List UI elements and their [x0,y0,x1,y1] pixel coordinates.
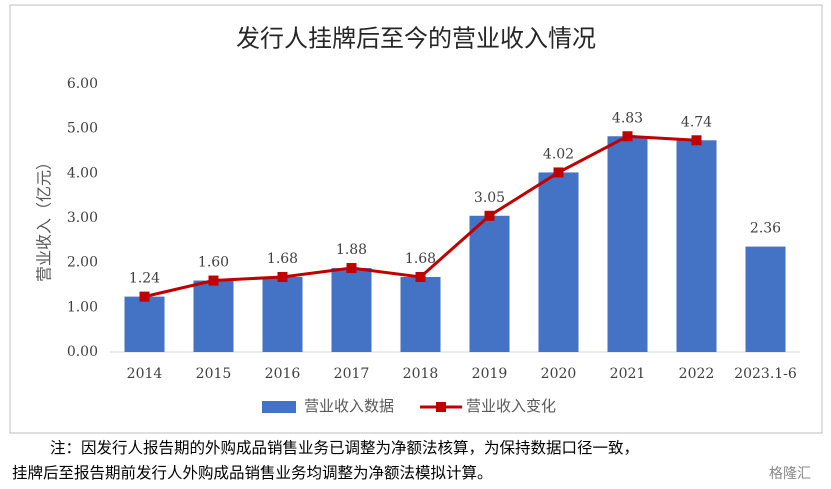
footnote: 挂牌后至报告期前发行人外购成品销售业务均调整为净额法模拟计算。 [12,463,493,482]
x-tick-label: 2015 [196,366,232,382]
line-marker [346,263,357,274]
line-marker [415,271,426,282]
x-tick-label: 2018 [403,366,439,382]
line-marker [208,275,219,286]
x-tick-label: 2016 [265,366,301,382]
bar [400,276,441,352]
bar [193,280,234,352]
bar [262,276,303,352]
legend-swatch [436,402,447,412]
line-marker [484,210,495,221]
x-tick-label: 2023.1-6 [734,366,797,382]
x-tick-label: 2017 [334,366,370,382]
data-label: 3.05 [474,190,505,206]
data-label: 2.36 [750,221,781,237]
bar [124,296,165,352]
legend-label: 营业收入变化 [466,397,556,415]
y-tick-label: 2.00 [67,255,98,271]
data-label: 4.02 [543,146,574,162]
line-marker [553,167,564,178]
bar [745,246,786,352]
bar [331,268,372,352]
data-label: 1.68 [405,251,436,267]
chart-title: 发行人挂牌后至今的营业收入情况 [236,25,596,53]
y-tick-label: 1.00 [67,299,98,315]
x-tick-label: 2014 [127,366,163,382]
line-marker [622,131,633,142]
watermark: 格隆汇 [769,466,811,482]
x-tick-label: 2021 [610,366,646,382]
data-label: 1.88 [336,242,367,258]
x-tick-label: 2020 [541,366,577,382]
y-tick-label: 6.00 [67,76,98,92]
y-tick-label: 5.00 [67,121,98,137]
bar [676,140,717,352]
data-label: 1.60 [198,255,229,271]
x-tick-label: 2022 [679,366,715,382]
y-tick-label: 0.00 [67,344,98,360]
bar [538,172,579,352]
line-marker [691,135,702,146]
data-label: 1.68 [267,251,298,267]
line-marker [277,271,288,282]
x-tick-label: 2019 [472,366,508,382]
y-tick-label: 3.00 [67,210,98,226]
line-marker [139,291,150,302]
legend-label: 营业收入数据 [304,397,394,415]
legend-swatch [262,401,296,413]
footnote: 注：因发行人报告期的外购成品销售业务已调整为净额法核算，为保持数据口径一致， [50,438,639,457]
y-tick-label: 4.00 [67,165,98,181]
data-label: 4.83 [612,110,643,126]
data-label: 4.74 [681,114,712,130]
bar [469,215,510,352]
y-axis-label: 营业收入（亿元） [35,154,54,282]
bar [607,136,648,352]
data-label: 1.24 [129,271,160,287]
